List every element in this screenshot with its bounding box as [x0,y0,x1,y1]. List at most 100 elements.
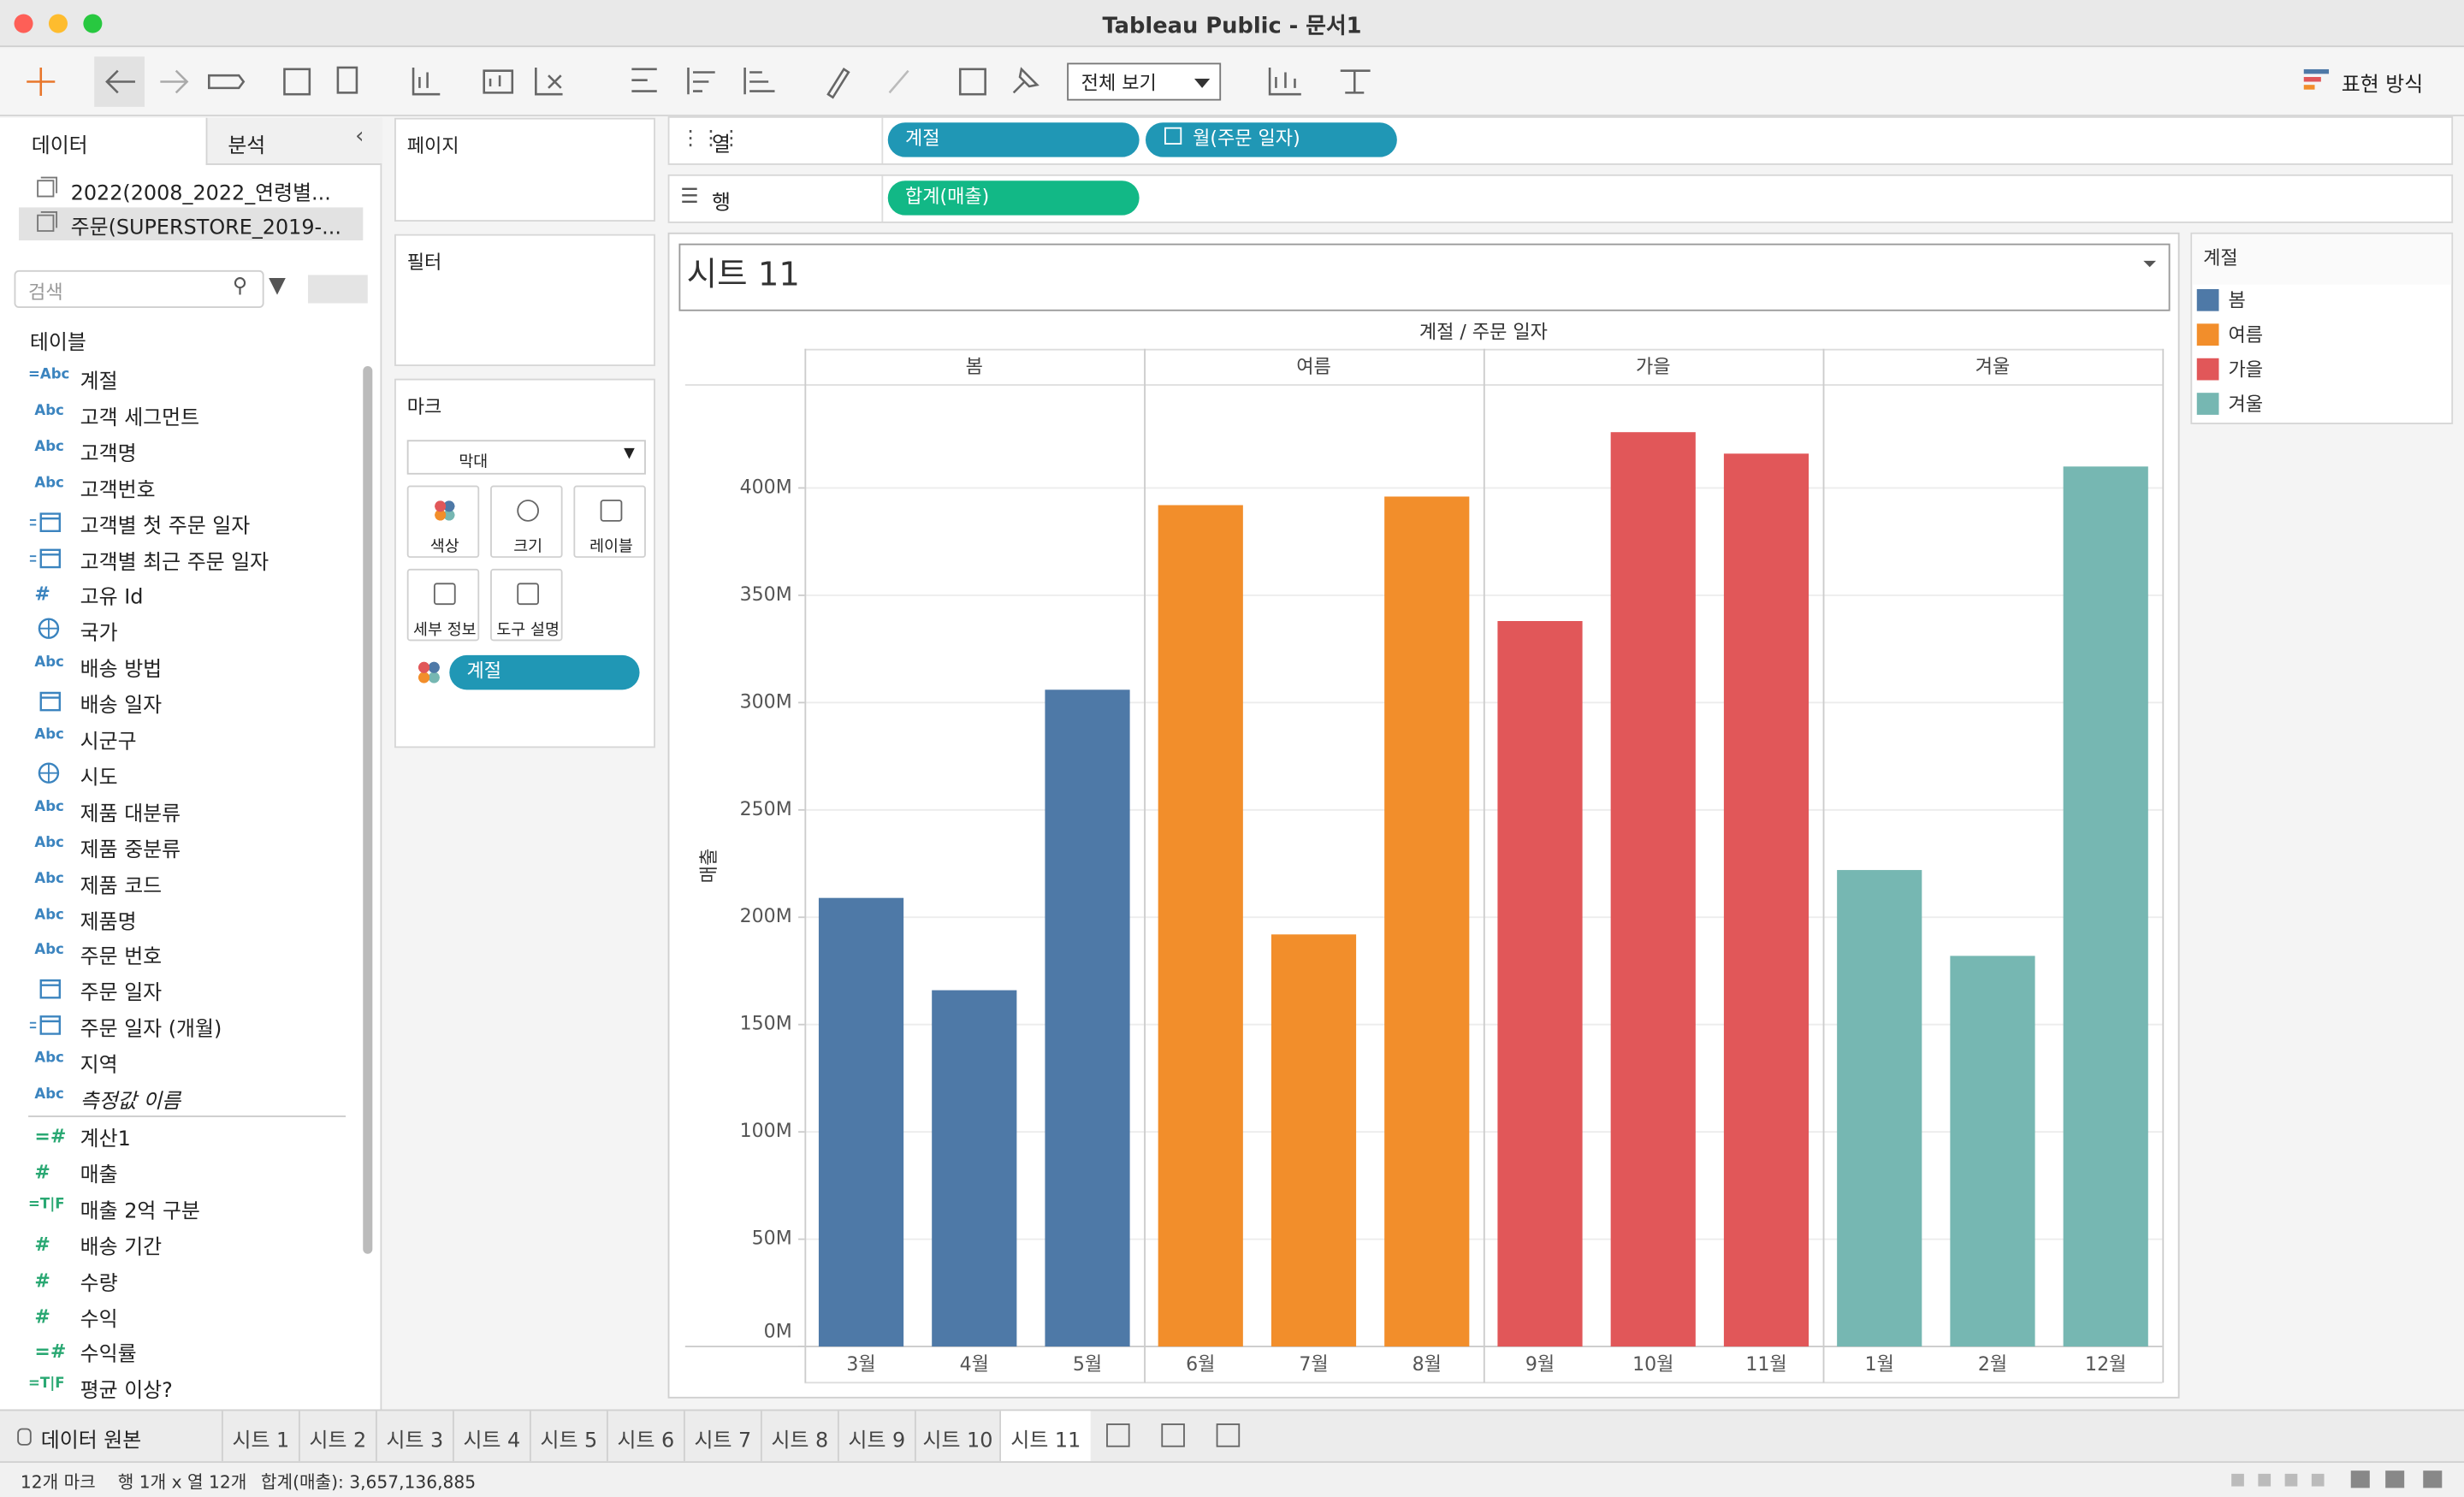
calendar [39,691,61,712]
field-name: 수익률 [80,1344,137,1368]
sheet-tab[interactable]: 시트 8 [760,1411,838,1462]
field-row[interactable]: Abc 배송 방법 [19,649,355,682]
field-row[interactable]: # 매출 [19,1155,355,1187]
data-source[interactable]: 2022(2008_2022_연령별... [70,182,331,206]
field-icon: Abc [34,475,64,492]
view-button[interactable] [2423,1470,2443,1488]
data-source-tab[interactable]: 데이터 원본 [40,1429,142,1453]
marks-button[interactable]: 세부 정보 [406,568,480,642]
field-row[interactable]: Abc 제품명 [19,901,355,934]
new-sheet-button[interactable] [1161,1423,1185,1447]
marks-button-label: 세부 정보 [413,622,477,640]
field-name: 고객별 첫 주문 일자 [80,514,251,539]
field-row[interactable]: 국가 [19,613,355,646]
new-sheet-button[interactable] [1216,1423,1241,1447]
marks-button[interactable]: 도구 설명 [490,568,563,642]
field-row[interactable]: 시도 [19,757,355,790]
nav-button[interactable] [2284,1473,2298,1487]
field-row[interactable]: 주문 일자 [19,973,355,1007]
marks-button[interactable]: 색상 [406,485,480,559]
sheet-tab[interactable]: 시트 2 [298,1411,376,1462]
color-dots [416,660,442,685]
search-box[interactable]: 검색 ⚲ [14,269,264,309]
field-row[interactable]: Abc 제품 코드 [19,865,355,898]
field-row[interactable]: =T|F 매출 2억 구분 [19,1191,355,1223]
sheet-tab[interactable]: 시트 6 [606,1411,684,1462]
mark-type-dropdown[interactable]: 막대 ▼ [406,440,646,475]
sheet-tab[interactable]: 시트 4 [452,1411,530,1462]
marks-button-icon [433,583,456,606]
sheet-tab-label: 시트 4 [463,1429,521,1453]
nav-button[interactable] [2231,1473,2244,1487]
marks-pill[interactable]: 계절 [449,654,640,690]
toolbar-icons[interactable] [0,49,1508,116]
sheet-tab[interactable]: 시트 5 [529,1411,607,1462]
field-row[interactable]: Abc 고객명 [19,434,355,466]
view-dropdown[interactable]: 전체 보기 [1067,62,1222,101]
globe-lines [38,619,58,639]
data-source[interactable]: 주문(SUPERSTORE_2019-... [70,216,341,241]
marks-button[interactable]: 크기 [490,485,563,559]
sheet-tab[interactable]: 시트 7 [683,1411,761,1462]
pane-tab[interactable]: 분석 [228,134,266,159]
pages-card[interactable]: 페이지 [394,117,655,222]
field-row[interactable]: =# 계산1 [19,1119,355,1151]
view-button[interactable] [2385,1470,2405,1488]
field-row[interactable]: Abc 제품 중분류 [19,829,355,862]
scrollbar [363,365,373,1254]
calendar [39,979,61,1000]
field-icon [39,691,61,712]
field-row[interactable]: 주문 일자 (개월) [19,1009,355,1042]
window-controls[interactable] [0,0,126,47]
field-row[interactable]: # 수익 [19,1299,355,1331]
shelf-pill[interactable]: 합계(매출) [887,180,1140,216]
group-header: 여름 [1296,357,1331,378]
sheet-tab[interactable]: 시트 9 [837,1411,915,1462]
field-row[interactable]: =T|F 평균 이상? [19,1370,355,1404]
new-sheet-button[interactable] [1106,1423,1130,1447]
field-name: 배송 일자 [80,695,163,719]
filter-icon[interactable]: ▼ [269,273,286,299]
field-row[interactable]: =# 수익률 [19,1334,355,1368]
view-toggle[interactable] [308,275,368,304]
rows-shelf: ☰ 행 합계(매출) [667,174,2454,223]
field-row[interactable]: Abc 고객 세그먼트 [19,397,355,430]
field-row[interactable]: Abc 제품 대분류 [19,793,355,826]
field-row[interactable]: Abc 측정값 이름 [19,1081,355,1114]
filters-card[interactable]: 필터 [394,234,655,366]
nav-button[interactable] [2258,1473,2272,1487]
show-me-button[interactable]: 표현 방식 [2297,62,2438,103]
field-row[interactable]: Abc 고객번호 [19,470,355,502]
collapse-arrow[interactable]: ‹ [355,124,364,150]
marks-button-icon [433,500,456,522]
field-name: 시도 [80,766,118,790]
field-row[interactable]: 배송 일자 [19,685,355,719]
bar [1837,870,1922,1347]
field-row[interactable]: # 배송 기간 [19,1227,355,1259]
field-row[interactable]: # 고유 Id [19,577,355,610]
view-button[interactable] [2350,1470,2370,1488]
field-row[interactable]: Abc 지역 [19,1045,355,1078]
bar [1723,453,1810,1347]
field-row[interactable]: =Abc 계절 [19,361,355,394]
field-row[interactable]: Abc 주문 번호 [19,937,355,970]
sheet-tab[interactable]: 시트 1 [221,1411,299,1462]
field-icon: Abc [34,1087,64,1104]
marks-button[interactable]: 레이블 [573,485,646,559]
shelf-pill[interactable]: 월(주문 일자) [1145,122,1397,157]
nav-button[interactable] [2311,1473,2325,1487]
field-row[interactable]: 고객별 첫 주문 일자 [19,506,355,539]
sheet-tab[interactable]: 시트 3 [375,1411,453,1462]
shelf-pill[interactable]: 계절 [887,122,1140,157]
field-row[interactable]: Abc 시군구 [19,721,355,754]
sheet-tab-label: 시트 7 [694,1429,752,1453]
pane-tab[interactable]: 데이터 [31,134,88,159]
sheet-tab[interactable]: 시트 11 [999,1411,1091,1462]
sheet-tab[interactable]: 시트 10 [914,1411,999,1462]
field-icon: Abc [34,871,64,888]
field-row[interactable]: 고객별 최근 주문 일자 [19,541,355,574]
header-title: 계절 / 주문 일자 [1419,322,1548,343]
field-name: 주문 일자 [80,982,163,1007]
field-row[interactable]: # 수량 [19,1263,355,1295]
